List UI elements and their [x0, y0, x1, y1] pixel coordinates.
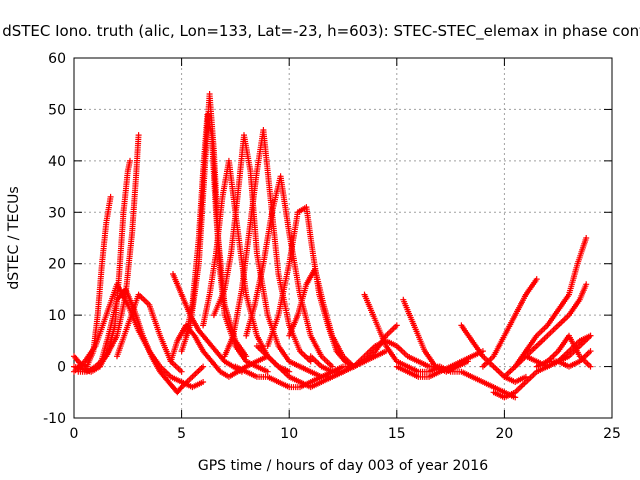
- data-points: [71, 91, 594, 401]
- series-4: [96, 286, 207, 396]
- data-point-markers: [96, 286, 207, 396]
- data-point-markers: [114, 291, 185, 375]
- series-27: [479, 276, 540, 370]
- y-tick-label: 50: [48, 102, 66, 118]
- x-tick-label: 0: [70, 426, 79, 442]
- data-point-markers: [479, 276, 540, 370]
- data-point-markers: [512, 281, 590, 370]
- series-15: [286, 265, 357, 370]
- data-point-markers: [544, 332, 594, 370]
- plot-frame: [73, 57, 613, 419]
- series-20: [361, 291, 443, 375]
- series-31: [544, 332, 594, 370]
- series-25: [426, 363, 519, 401]
- x-tick-label: 10: [280, 426, 298, 442]
- y-tick-label: 0: [57, 360, 66, 376]
- y-tick-label: -10: [43, 411, 66, 427]
- series-5: [114, 291, 185, 375]
- series-13: [243, 173, 336, 370]
- series-16: [232, 363, 357, 391]
- y-tick-label: 40: [48, 154, 66, 170]
- x-axis-label: GPS time / hours of day 003 of year 2016: [198, 458, 488, 474]
- y-tick-label: 60: [48, 51, 66, 67]
- x-tick-label: 20: [495, 426, 513, 442]
- x-tick-label: 5: [177, 426, 186, 442]
- series-12: [221, 127, 314, 365]
- x-tick-label: 15: [388, 426, 406, 442]
- y-tick-label: 10: [48, 308, 66, 324]
- data-point-markers: [286, 265, 357, 370]
- data-point-markers: [243, 173, 336, 370]
- data-point-markers: [522, 348, 594, 370]
- data-point-markers: [350, 337, 433, 370]
- data-point-markers: [221, 127, 314, 365]
- series-24: [458, 322, 529, 385]
- chart-title: dSTEC Iono. truth (alic, Lon=133, Lat=-2…: [2, 22, 640, 41]
- y-axis-label: dSTEC / TECUs: [6, 186, 22, 289]
- data-point-markers: [361, 291, 443, 375]
- series-29: [512, 281, 590, 370]
- data-point-markers: [458, 322, 529, 385]
- series-22: [350, 337, 433, 370]
- data-point-markers: [426, 363, 519, 401]
- data-point-markers: [232, 363, 357, 391]
- y-tick-label: 20: [48, 257, 66, 273]
- y-tick-label: 30: [48, 205, 66, 221]
- x-tick-label: 25: [603, 426, 621, 442]
- series-32: [522, 348, 594, 370]
